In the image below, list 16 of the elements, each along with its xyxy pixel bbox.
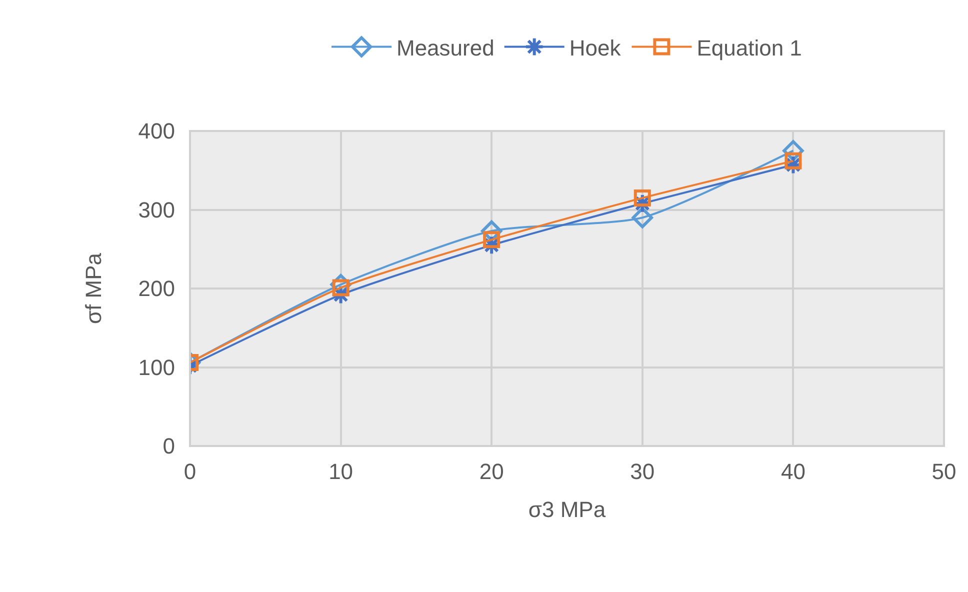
y-tick-label: 400 [138,118,175,144]
legend-label: Hoek [569,35,622,60]
x-tick-label: 20 [479,459,504,484]
y-tick-label: 100 [138,354,175,380]
legend-label: Equation 1 [696,35,802,60]
x-axis-title: σ3 MPa [528,496,606,522]
y-tick-label: 0 [162,434,175,459]
x-tick-label: 10 [328,459,354,484]
y-tick-label: 200 [138,276,175,302]
x-tick-label: 0 [184,459,196,484]
x-tick-label: 50 [932,459,956,484]
y-axis-title: σf MPa [81,252,106,324]
legend-label: Measured [396,35,494,60]
y-tick-label: 300 [138,197,175,222]
x-tick-label: 30 [630,459,655,484]
x-tick-label: 40 [780,459,806,484]
